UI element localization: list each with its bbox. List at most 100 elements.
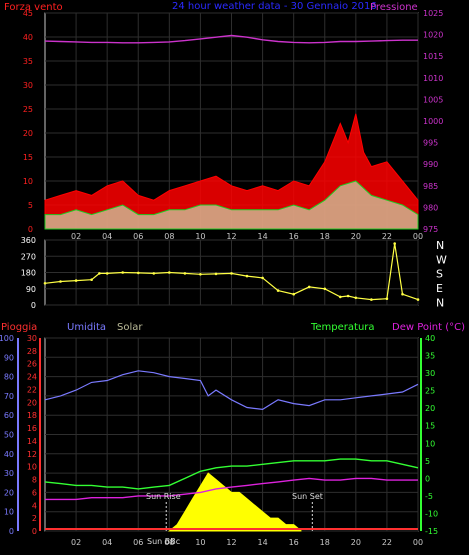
wind-direction-point [121, 271, 124, 274]
wind-direction-point [168, 271, 171, 274]
x-tick-bottom: 02 [71, 538, 81, 547]
wind-direction-point [245, 274, 249, 278]
wind-direction-point [261, 276, 264, 280]
x-tick-bottom: 18 [320, 538, 330, 547]
temperature-tick: 10 [425, 439, 435, 448]
wind-direction-series [44, 243, 419, 301]
temperature-tick: 20 [425, 404, 435, 413]
temperature-tick: -5 [425, 492, 433, 501]
x-tick-bottom: 04 [102, 538, 112, 547]
wind-tick: 35 [23, 57, 33, 66]
pressure-tick: 995 [423, 139, 438, 148]
temperature-tick: 30 [425, 369, 435, 378]
direction-tick: 360 [21, 236, 36, 245]
pressure-axis-label: Pressione [370, 2, 418, 13]
temperature-series [44, 458, 419, 490]
wind-direction-point [43, 282, 47, 285]
pressure-tick: 1010 [423, 74, 443, 83]
rain-tick: 24 [27, 373, 37, 382]
wind-direction-point [199, 273, 202, 276]
dewpoint-series [45, 477, 418, 501]
humidity-tick: 40 [4, 450, 14, 459]
temperature-tick: 40 [425, 334, 435, 343]
x-tick-bottom: 10 [195, 538, 205, 547]
wind-direction-point [385, 297, 389, 301]
wind-direction-point [307, 285, 311, 289]
x-tick-bottom: 22 [382, 538, 392, 547]
wind-tick: 5 [28, 201, 33, 210]
pressure-tick: 990 [423, 160, 438, 169]
wind-direction-point [74, 279, 78, 282]
x-tick-bottom: 00 [413, 538, 423, 547]
title: 24 hour weather data - 30 Gennaio 2016 [172, 1, 377, 12]
x-tick-bottom: 12 [226, 538, 236, 547]
temperature-axis-label: Temperatura [310, 322, 375, 333]
rain-tick: 14 [27, 437, 37, 446]
direction-tick: 90 [26, 285, 36, 294]
x-tick-top: 18 [320, 232, 330, 241]
humidity-tick: 80 [4, 373, 14, 382]
wind-direction-point [214, 272, 218, 276]
humidity-tick: 20 [4, 488, 14, 497]
wind-direction-point [416, 298, 420, 301]
x-tick-top: 10 [195, 232, 205, 241]
wind-axis-label: Forza vento [4, 2, 63, 13]
temperature-tick: 5 [425, 457, 430, 466]
direction-tick: 270 [21, 252, 36, 261]
rain-tick: 18 [27, 411, 37, 420]
pressure-tick: 1020 [423, 31, 443, 40]
rain-tick: 12 [27, 450, 37, 459]
humidity-series [44, 370, 419, 411]
pressure-tick: 985 [423, 182, 438, 191]
solar-label: Solar [117, 322, 143, 333]
compass-letter: S [436, 268, 443, 281]
humidity-tick: 60 [4, 411, 14, 420]
humidity-tick: 10 [4, 508, 14, 517]
wind-tick: 15 [23, 153, 33, 162]
pressure-tick: 1025 [423, 9, 443, 18]
chart-marks: 0202040406060808101012121414161618182020… [0, 9, 447, 547]
pressure-tick: 975 [423, 225, 438, 234]
x-tick-top: 08 [164, 232, 174, 241]
rain-tick: 0 [32, 527, 37, 536]
compass-letter: E [436, 282, 443, 295]
sun-rise-label: Sun Rise [146, 492, 181, 501]
wind-average-series [44, 180, 419, 230]
humidity-tick: 90 [4, 353, 14, 362]
x-tick-bottom: 08 [164, 538, 174, 547]
humidity-tick: 30 [4, 469, 14, 478]
dewpoint-axis-label: Dew Point (°C) [392, 322, 465, 333]
wind-tick: 25 [23, 105, 33, 114]
wind-direction-point [230, 272, 233, 275]
wind-direction-point [401, 292, 404, 296]
pressure-tick: 1000 [423, 117, 443, 126]
rain-tick: 16 [27, 424, 37, 433]
x-tick-top: 12 [226, 232, 236, 241]
temperature-tick: 15 [425, 422, 435, 431]
sun-bbc-label: Sun BBc [147, 537, 180, 546]
x-tick-top: 14 [257, 232, 267, 241]
sun-set-label: Sun Set [292, 492, 323, 501]
rain-tick: 6 [32, 488, 37, 497]
wind-direction-point [183, 272, 187, 275]
x-tick-bottom: 14 [257, 538, 267, 547]
x-tick-bottom: 06 [133, 538, 143, 547]
wind-direction-point [370, 298, 373, 301]
direction-tick: 0 [31, 301, 36, 310]
wind-tick: 0 [28, 225, 33, 234]
compass-letter: N [436, 296, 444, 309]
wind-direction-point [292, 292, 296, 296]
x-tick-top: 04 [102, 232, 112, 241]
temperature-tick: 35 [425, 352, 435, 361]
rain-tick: 2 [32, 514, 37, 523]
x-tick-top: 22 [382, 232, 392, 241]
wind-direction-point [393, 242, 397, 245]
compass-letter: N [436, 239, 444, 252]
temperature-tick: -15 [425, 527, 438, 536]
temperature-tick: 0 [425, 474, 430, 483]
x-tick-top: 00 [413, 232, 423, 241]
x-tick-bottom: 20 [351, 538, 361, 547]
wind-tick: 20 [23, 129, 33, 138]
direction-tick: 180 [21, 269, 36, 278]
